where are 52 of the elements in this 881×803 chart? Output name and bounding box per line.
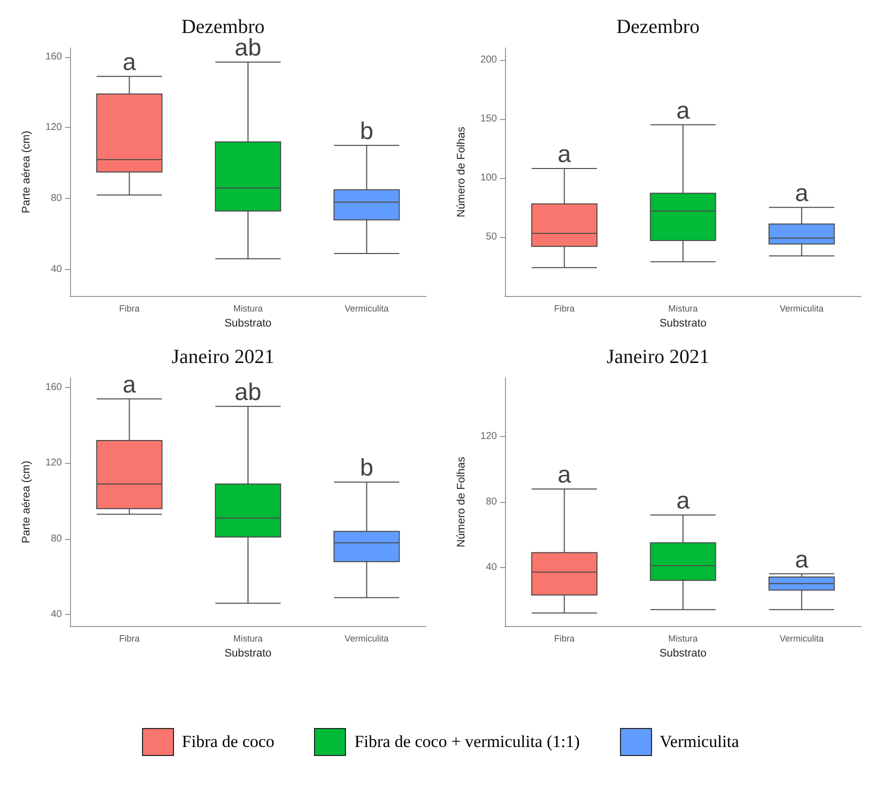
annotation: b (360, 454, 374, 482)
y-tick-label: 80 (50, 193, 62, 204)
y-tick-label: 80 (50, 533, 62, 544)
annotation: a (794, 180, 809, 207)
y-tick-label: 80 (486, 496, 498, 508)
y-tick-label: 50 (486, 231, 498, 242)
annotation: a (558, 461, 572, 488)
y-axis-title: Número de Folhas (456, 456, 468, 548)
x-tick-label: Fibra (119, 634, 140, 644)
x-tick-label: Vermiculita (780, 634, 824, 644)
annotation: a (676, 97, 690, 124)
annotation: ab (234, 378, 262, 406)
legend-label: Fibra de coco (182, 732, 274, 752)
y-tick-label: 40 (50, 264, 62, 275)
y-axis-title: Parte aérea (cm) (20, 130, 32, 214)
y-tick-label: 120 (45, 458, 62, 469)
x-axis-title: Substrato (659, 647, 707, 660)
x-axis-title: Substrato (659, 317, 707, 330)
legend-label: Vermiculita (660, 732, 740, 752)
y-tick-label: 40 (50, 609, 62, 620)
y-tick-label: 120 (480, 431, 498, 442)
y-tick-label: 160 (45, 382, 62, 393)
annotation: a (794, 546, 809, 574)
annotation: a (676, 488, 690, 515)
annotation: a (122, 48, 137, 76)
chart-title: Janeiro 2021 (606, 346, 710, 368)
annotation: a (122, 371, 137, 398)
x-tick-label: Fibra (554, 634, 575, 644)
y-tick-label: 40 (486, 562, 498, 573)
chart-title: Janeiro 2021 (172, 346, 274, 368)
legend-label: Fibra de coco + vermiculita (1:1) (354, 732, 580, 752)
x-tick-label: Vermiculita (344, 634, 389, 644)
x-tick-label: Vermiculita (344, 304, 389, 314)
x-tick-label: Fibra (119, 304, 140, 314)
y-tick-label: 160 (45, 51, 62, 62)
y-tick-label: 100 (480, 172, 498, 184)
y-axis-title: Parte aérea (cm) (20, 460, 32, 544)
x-axis-title: Substrato (224, 317, 272, 330)
y-tick-label: 120 (45, 122, 62, 134)
x-tick-label: Fibra (554, 304, 575, 314)
x-tick-label: Vermiculita (780, 304, 824, 314)
x-tick-label: Mistura (668, 634, 698, 644)
x-tick-label: Mistura (668, 304, 698, 314)
annotation: a (558, 140, 572, 168)
x-tick-label: Mistura (233, 634, 263, 644)
y-tick-label: 150 (480, 113, 498, 124)
x-axis-title: Substrato (224, 647, 272, 660)
y-tick-label: 200 (480, 54, 498, 66)
y-axis-title: Número de Folhas (456, 126, 468, 218)
annotation: b (360, 118, 374, 145)
x-tick-label: Mistura (233, 304, 263, 314)
chart-title: Dezembro (616, 16, 700, 38)
